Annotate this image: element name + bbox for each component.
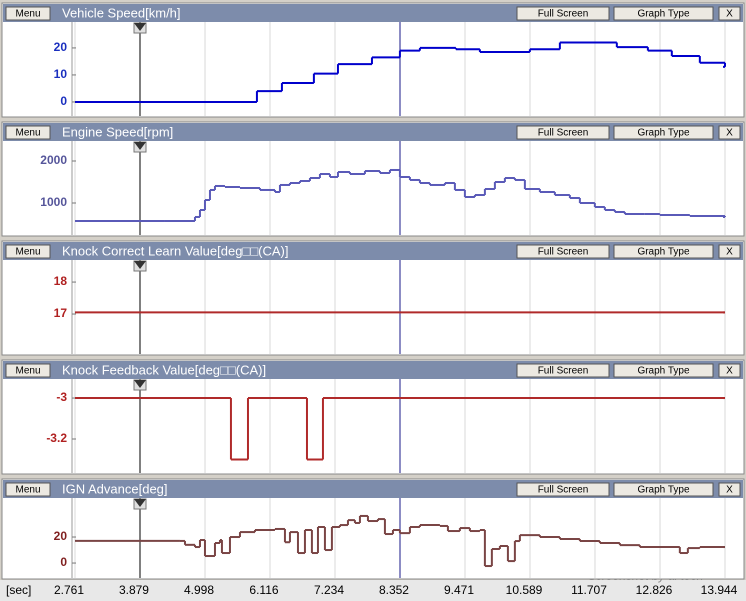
menu-button-label[interactable]: Menu [15,366,40,377]
panel-title: Engine Speed[rpm] [62,124,173,139]
menu-button-label[interactable]: Menu [15,128,40,139]
header-button[interactable] [516,244,610,259]
time-tick-label: 10.589 [506,583,543,597]
header-button[interactable] [718,482,741,497]
time-tick-label: 3.879 [119,583,149,597]
menu-button[interactable] [5,125,51,140]
y-tick-label: 17 [54,306,68,320]
y-tick-label: 20 [54,529,68,543]
y-tick-label: 0 [60,94,67,108]
cursor-handle[interactable] [134,142,146,150]
time-tick-label: 2.761 [54,583,84,597]
header-button-label[interactable]: Graph Type [637,9,690,20]
header-button[interactable] [613,244,714,259]
time-tick-label: 9.471 [444,583,474,597]
time-tick-label: 6.116 [249,583,278,597]
panel-title: IGN Advance[deg] [62,481,168,496]
header-button-label[interactable]: Full Screen [538,128,589,139]
header-button[interactable] [516,125,610,140]
header-button-label[interactable]: Full Screen [538,247,589,258]
menu-button-label[interactable]: Menu [15,485,40,496]
time-tick-label: 13.944 [701,583,738,597]
header-button-label[interactable]: X [726,366,733,377]
header-button[interactable] [718,125,741,140]
y-tick-label: 20 [54,40,68,54]
time-axis-label: [sec] [6,583,31,597]
menu-button[interactable] [5,482,51,497]
header-button-label[interactable]: X [726,247,733,258]
y-tick-label: -3.2 [46,431,67,445]
header-button-label[interactable]: Full Screen [538,485,589,496]
header-button-label[interactable]: X [726,9,733,20]
header-button-label[interactable]: Full Screen [538,366,589,377]
header-button-label[interactable]: X [726,128,733,139]
y-tick-label: -3 [56,390,67,404]
cursor-handle[interactable] [134,261,146,269]
header-button-label[interactable]: X [726,485,733,496]
time-tick-label: 7.234 [314,583,344,597]
y-tick-label: 18 [54,274,68,288]
cursor-handle[interactable] [134,380,146,388]
time-tick-label: 8.352 [379,583,409,597]
menu-button[interactable] [5,363,51,378]
time-tick-label: 11.707 [571,583,607,597]
header-button[interactable] [516,6,610,21]
header-button[interactable] [613,125,714,140]
y-tick-label: 0 [60,555,67,569]
menu-button[interactable] [5,6,51,21]
menu-button-label[interactable]: Menu [15,9,40,20]
header-button-label[interactable]: Graph Type [637,128,690,139]
header-button-label[interactable]: Graph Type [637,366,690,377]
menu-button-label[interactable]: Menu [15,247,40,258]
header-button[interactable] [613,482,714,497]
y-tick-label: 2000 [40,153,67,167]
time-tick-label: 4.998 [184,583,214,597]
time-axis-bar [0,580,746,601]
y-tick-label: 10 [54,67,68,81]
header-button-label[interactable]: Full Screen [538,9,589,20]
header-button[interactable] [516,482,610,497]
cursor-handle[interactable] [134,23,146,31]
header-button[interactable] [613,363,714,378]
panel-title: Knock Correct Learn Value[deg□□(CA)] [62,243,288,258]
y-tick-label: 1000 [40,195,67,209]
header-button[interactable] [613,6,714,21]
panel-title: Knock Feedback Value[deg□□(CA)] [62,362,266,377]
header-button[interactable] [718,363,741,378]
time-tick-label: 12.826 [636,583,673,597]
header-button[interactable] [718,244,741,259]
header-button-label[interactable]: Graph Type [637,485,690,496]
header-button[interactable] [516,363,610,378]
cursor-handle[interactable] [134,499,146,507]
header-button-label[interactable]: Graph Type [637,247,690,258]
menu-button[interactable] [5,244,51,259]
panel-title: Vehicle Speed[km/h] [62,5,181,20]
header-button[interactable] [718,6,741,21]
